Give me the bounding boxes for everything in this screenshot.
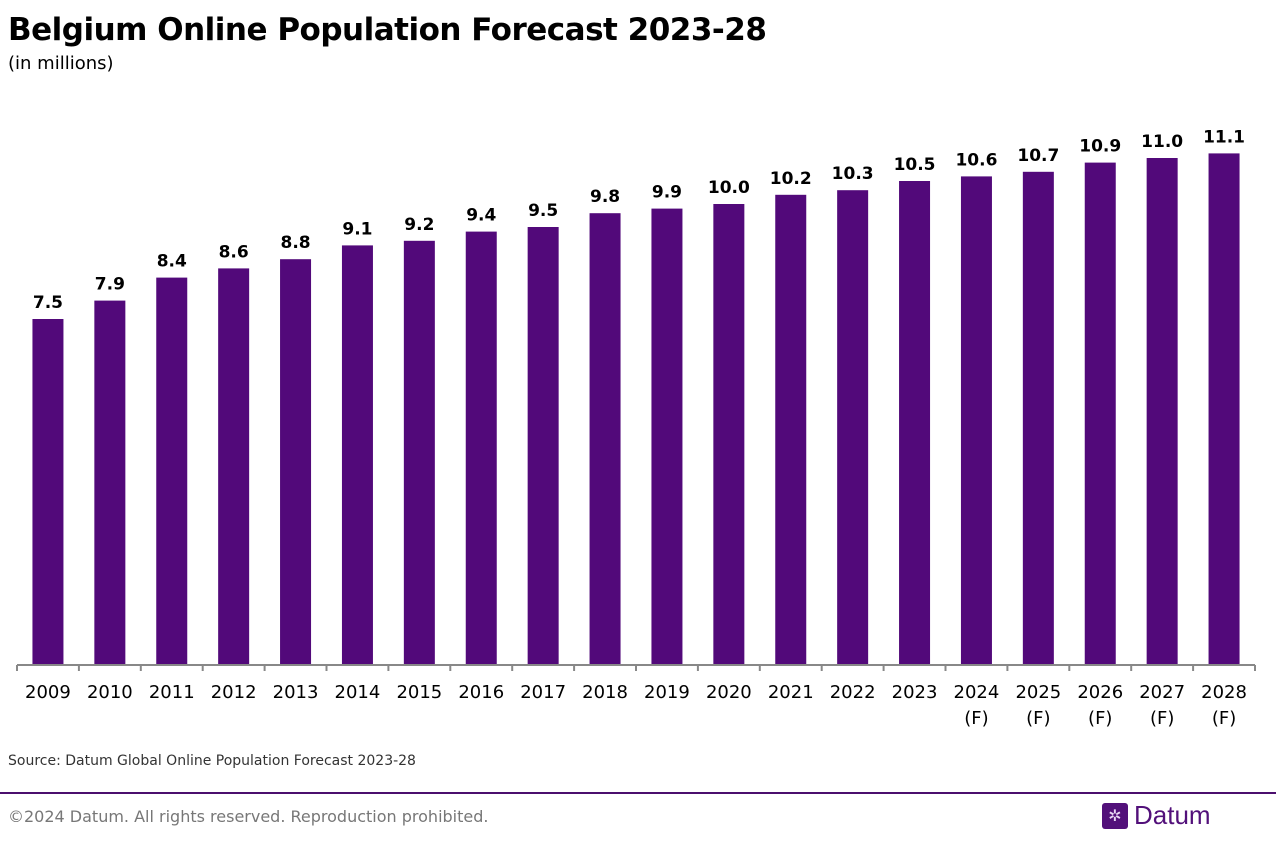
data-label: 9.8 — [590, 187, 620, 207]
chart-subtitle: (in millions) — [8, 53, 114, 74]
data-label: 10.2 — [770, 169, 812, 189]
data-label: 9.2 — [404, 215, 434, 235]
bar — [1022, 171, 1054, 665]
data-label: 10.5 — [894, 155, 936, 175]
data-label: 9.5 — [528, 201, 558, 221]
bar — [341, 245, 373, 664]
bar — [32, 319, 64, 664]
data-label: 8.8 — [280, 233, 310, 253]
footer-divider — [0, 792, 1276, 794]
bar — [280, 259, 312, 664]
data-label: 10.9 — [1079, 137, 1121, 157]
bar — [775, 194, 807, 665]
data-label: 10.7 — [1017, 146, 1059, 166]
x-tick-label: 2012 — [211, 682, 257, 703]
data-label: 9.1 — [342, 219, 372, 239]
bar — [156, 277, 188, 664]
x-tick-label: 2010 — [87, 682, 133, 703]
x-tick-label: 2028 (F) — [1201, 682, 1247, 729]
x-tick-label: 2014 — [335, 682, 381, 703]
copyright-text: ©2024 Datum. All rights reserved. Reprod… — [8, 807, 489, 826]
data-label: 7.9 — [95, 275, 125, 295]
data-label: 8.4 — [157, 252, 187, 272]
bar — [960, 176, 992, 664]
bar — [899, 181, 931, 664]
snowflake-grid-icon: ✲ — [1102, 802, 1128, 829]
bar — [527, 227, 559, 664]
x-tick-label: 2015 — [396, 682, 442, 703]
data-label: 7.5 — [33, 293, 63, 313]
bar-chart: 7.5 2009 7.9 2010 8.4 2011 8.6 2012 8.8 2013 9.1 20… — [16, 127, 1256, 729]
bar — [218, 268, 250, 664]
bar — [713, 204, 745, 664]
bar — [651, 208, 683, 664]
data-label: 9.9 — [652, 183, 682, 203]
bar — [465, 231, 497, 664]
x-tick-label: 2025 (F) — [1015, 682, 1061, 729]
x-tick-label: 2023 — [892, 682, 938, 703]
x-tick-label: 2011 — [149, 682, 195, 703]
source-note: Source: Datum Global Online Population F… — [8, 753, 416, 769]
x-tick-label: 2021 — [768, 682, 814, 703]
x-tick-label: 2020 — [706, 682, 752, 703]
data-label: 11.0 — [1141, 132, 1183, 152]
bar — [589, 213, 621, 664]
data-label: 10.6 — [955, 150, 997, 170]
x-tick-label: 2026 (F) — [1077, 682, 1123, 729]
chart-title: Belgium Online Population Forecast 2023-… — [8, 12, 767, 48]
x-tick-label: 2009 — [25, 682, 71, 703]
logo-text: Datum — [1134, 800, 1211, 830]
x-tick-label: 2019 — [644, 682, 690, 703]
x-tick-label: 2024 (F) — [954, 682, 1000, 729]
bar — [1146, 158, 1178, 664]
data-label: 10.3 — [832, 164, 874, 184]
x-tick-label: 2022 — [830, 682, 876, 703]
data-label: 8.6 — [219, 242, 249, 262]
bar — [403, 240, 435, 665]
bar — [1084, 162, 1116, 664]
x-tick-label: 2018 — [582, 682, 628, 703]
x-tick-label: 2016 — [458, 682, 504, 703]
data-label: 9.4 — [466, 206, 496, 226]
data-label: 10.0 — [708, 178, 750, 198]
bar — [94, 300, 126, 664]
x-tick-label: 2013 — [273, 682, 319, 703]
x-tick-label: 2027 (F) — [1139, 682, 1185, 729]
bar — [1208, 153, 1240, 664]
bar — [837, 190, 869, 664]
data-label: 11.1 — [1203, 127, 1245, 147]
x-tick-label: 2017 — [520, 682, 566, 703]
datum-logo: ✲ Datum — [1102, 800, 1211, 831]
